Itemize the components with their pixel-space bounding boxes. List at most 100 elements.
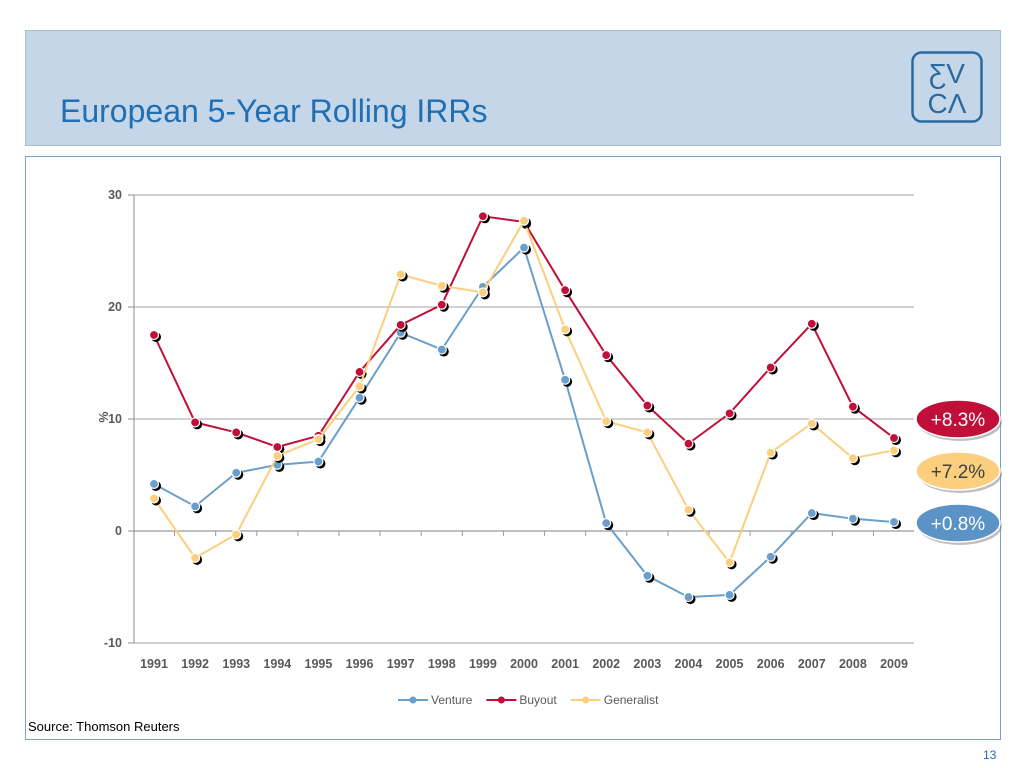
x-tick-label: 2009 xyxy=(880,657,908,671)
data-point xyxy=(395,269,406,280)
series-line xyxy=(153,218,895,565)
callout-badge: +0.8% xyxy=(915,503,1002,545)
data-point xyxy=(190,501,201,512)
series-generalist xyxy=(148,215,901,570)
data-point xyxy=(765,447,776,458)
data-point xyxy=(190,417,201,428)
chart-grid xyxy=(128,194,914,644)
callout-badge: +8.3% xyxy=(915,399,1002,441)
x-axis-ticks: 1991 1992 1993 1994 1995 1996 1997 1998 1999 2000… xyxy=(140,657,908,671)
data-point xyxy=(231,467,242,478)
data-point xyxy=(354,381,365,392)
y-axis-ticks: -10 0 10 20 30 xyxy=(104,188,122,650)
page-number: 13 xyxy=(983,748,997,762)
data-point xyxy=(806,418,817,429)
data-point xyxy=(354,392,365,403)
data-point xyxy=(888,516,900,528)
x-tick-label: 1992 xyxy=(181,657,209,671)
series-line xyxy=(153,245,895,599)
data-point xyxy=(601,518,612,529)
legend-swatch-marker xyxy=(497,696,505,704)
x-tick-label: 1991 xyxy=(140,657,168,671)
x-tick-label: 2001 xyxy=(551,657,579,671)
data-point xyxy=(518,215,530,226)
legend-item-venture: Venture xyxy=(398,693,473,707)
data-point xyxy=(765,551,776,562)
data-point xyxy=(724,557,735,568)
x-tick-label: 2005 xyxy=(716,657,744,671)
x-tick-label: 2003 xyxy=(633,657,661,671)
data-point xyxy=(724,589,735,600)
data-point xyxy=(683,438,694,449)
data-point xyxy=(560,374,571,385)
data-point xyxy=(436,299,447,310)
data-point xyxy=(642,400,653,411)
irr-line-chart: -10 0 10 20 30 % 1991 1992 1993 1994 1995 1996 199… xyxy=(97,188,1002,707)
data-point xyxy=(642,570,653,581)
legend-swatch-marker xyxy=(409,696,417,704)
data-point xyxy=(518,242,530,253)
logo-text-top: ƸV xyxy=(929,58,965,89)
y-tick-label: 20 xyxy=(108,300,122,314)
callouts: +8.3% +7.2% +0.8% xyxy=(915,399,1002,545)
data-point xyxy=(313,456,324,467)
y-axis-label: % xyxy=(97,411,111,422)
data-point xyxy=(806,318,817,329)
data-point xyxy=(272,450,283,462)
y-tick-label: -10 xyxy=(104,636,122,650)
data-point xyxy=(765,362,776,373)
logo-text-bottom: CΛ xyxy=(928,88,967,119)
data-point xyxy=(231,427,242,438)
series-layer xyxy=(148,211,901,605)
data-point xyxy=(477,287,488,298)
x-tick-label: 1999 xyxy=(469,657,497,671)
data-point xyxy=(806,507,817,519)
x-tick-label: 2006 xyxy=(757,657,785,671)
callout-badge: +7.2% xyxy=(915,451,1002,493)
legend: Venture Buyout Generalist xyxy=(398,693,659,707)
legend-label: Buyout xyxy=(519,693,557,707)
data-point xyxy=(601,350,612,361)
data-point xyxy=(148,329,160,341)
y-tick-label: 0 xyxy=(115,524,122,538)
callout-label: +0.8% xyxy=(931,514,986,535)
data-point xyxy=(148,493,160,504)
x-tick-label: 2004 xyxy=(675,657,703,671)
x-tick-label: 1996 xyxy=(346,657,374,671)
legend-label: Venture xyxy=(431,693,473,707)
page-title: European 5-Year Rolling IRRs xyxy=(60,93,488,129)
data-point xyxy=(847,513,858,524)
callout-ellipse xyxy=(915,503,1001,543)
legend-item-generalist: Generalist xyxy=(570,693,659,707)
legend-label: Generalist xyxy=(604,693,659,707)
data-point xyxy=(601,416,612,427)
callout-ellipse xyxy=(915,451,1001,491)
data-point xyxy=(847,401,858,412)
data-point xyxy=(683,591,694,603)
data-point xyxy=(477,211,488,222)
data-point xyxy=(560,324,571,335)
callout-label: +8.3% xyxy=(931,410,986,431)
data-point xyxy=(313,434,324,445)
data-point xyxy=(436,344,447,355)
data-point xyxy=(560,285,571,296)
source-note: Source: Thomson Reuters xyxy=(28,719,180,734)
data-point xyxy=(395,319,406,331)
y-tick-label: 10 xyxy=(108,412,122,426)
data-point xyxy=(683,504,694,515)
x-tick-label: 1993 xyxy=(222,657,250,671)
x-tick-label: 1997 xyxy=(387,657,415,671)
x-tick-label: 2002 xyxy=(592,657,620,671)
callout-ellipse xyxy=(915,399,1001,439)
x-tick-label: 2007 xyxy=(798,657,826,671)
chart-panel: -10 0 10 20 30 % 1991 1992 1993 1994 1995 1996 199… xyxy=(25,156,1002,740)
legend-swatch-marker xyxy=(582,696,590,704)
series-venture xyxy=(148,242,901,605)
y-tick-label: 30 xyxy=(108,188,122,202)
legend-item-buyout: Buyout xyxy=(486,693,557,707)
x-tick-label: 1995 xyxy=(305,657,333,671)
x-tick-label: 2000 xyxy=(510,657,538,671)
data-point xyxy=(436,280,447,291)
data-point xyxy=(231,529,242,540)
x-tick-label: 1994 xyxy=(263,657,291,671)
